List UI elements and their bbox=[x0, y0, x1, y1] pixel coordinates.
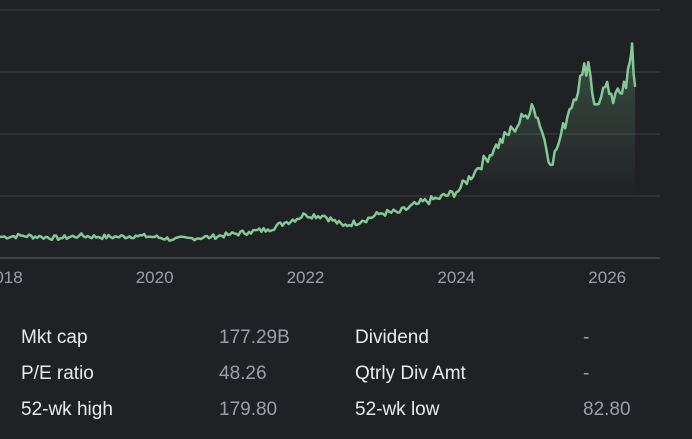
x-tick-label: 2024 bbox=[437, 268, 475, 287]
pe-ratio-label: P/E ratio bbox=[21, 363, 94, 384]
stat-row-1: Mkt cap 177.29B Dividend - bbox=[0, 320, 692, 356]
week52-high-label: 52-wk high bbox=[21, 399, 113, 420]
week52-high-value: 179.80 bbox=[219, 399, 278, 420]
x-tick-label: 2018 bbox=[0, 268, 23, 287]
week52-low-label: 52-wk low bbox=[355, 399, 440, 420]
market-cap-label: Mkt cap bbox=[21, 327, 88, 348]
dividend-value: - bbox=[583, 327, 590, 348]
x-tick-label: 2022 bbox=[287, 268, 325, 287]
stats-table: Mkt cap 177.29B Dividend - P/E ratio 48.… bbox=[0, 320, 692, 428]
dividend-label: Dividend bbox=[355, 327, 429, 348]
market-cap-value: 177.29B bbox=[219, 327, 290, 348]
quarterly-dividend-label: Qtrly Div Amt bbox=[355, 363, 466, 384]
week52-low-value: 82.80 bbox=[583, 399, 631, 420]
price-area bbox=[479, 43, 636, 196]
quarterly-dividend-value: - bbox=[583, 363, 590, 384]
price-chart-svg[interactable]: 2018 2020 2022 2024 2026 bbox=[0, 0, 692, 300]
stat-row-2: P/E ratio 48.26 Qtrly Div Amt - bbox=[0, 356, 692, 392]
pe-ratio-value: 48.26 bbox=[219, 363, 267, 384]
price-chart[interactable]: 2018 2020 2022 2024 2026 bbox=[0, 0, 692, 300]
price-line[interactable] bbox=[0, 42, 637, 242]
stat-row-3: 52-wk high 179.80 52-wk low 82.80 bbox=[0, 392, 692, 428]
x-tick-label: 2020 bbox=[136, 268, 174, 287]
x-tick-label: 2026 bbox=[588, 268, 626, 287]
